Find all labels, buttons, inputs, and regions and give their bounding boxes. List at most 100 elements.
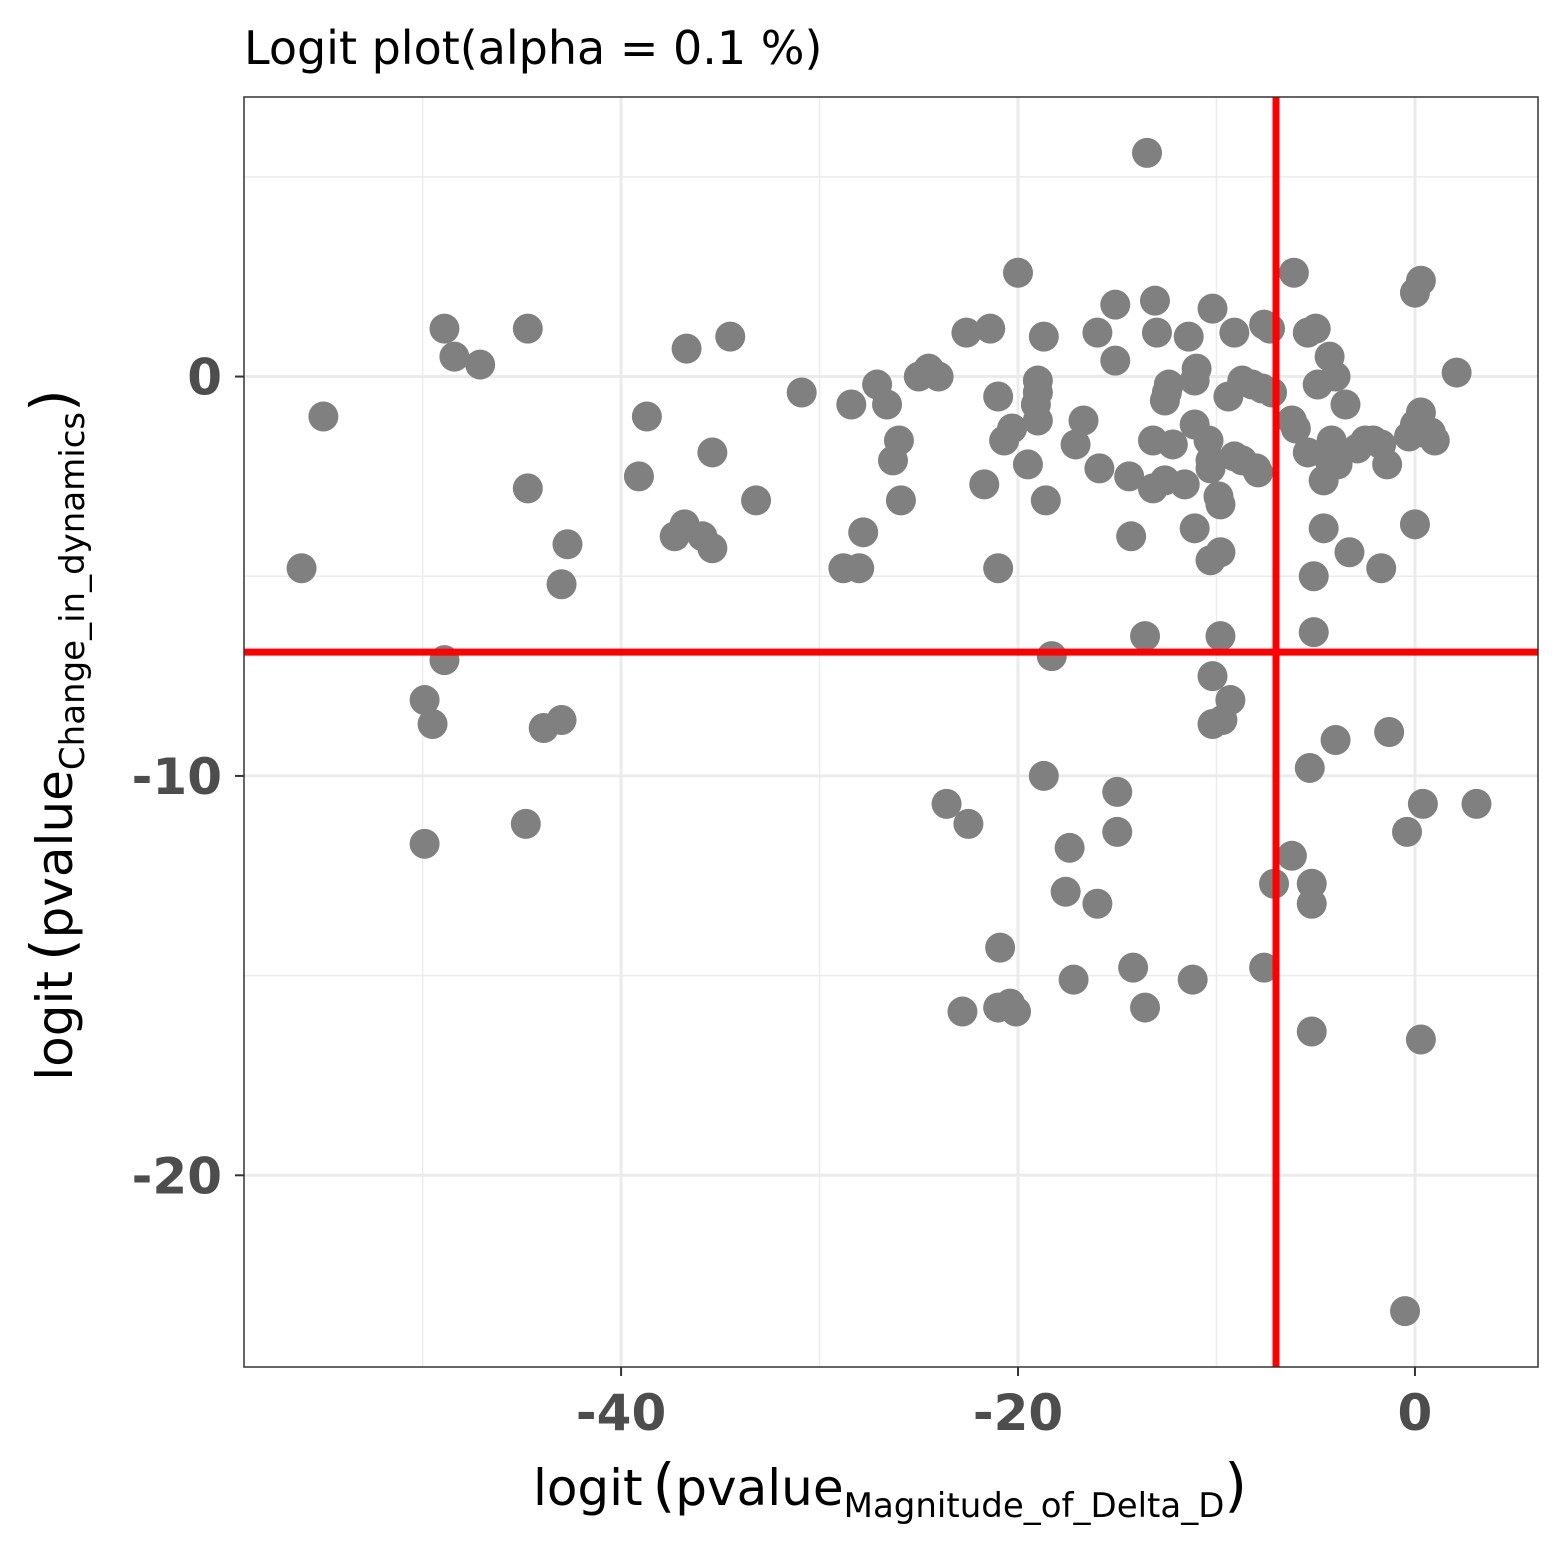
data-point: [409, 828, 440, 859]
data-point: [872, 389, 903, 420]
x-axis-label-subscript: Magnitude_of_Delta_D: [844, 1486, 1225, 1526]
data-point: [1082, 888, 1113, 919]
data-point: [1022, 405, 1053, 436]
data-point: [1058, 964, 1089, 995]
data-point: [1366, 553, 1397, 584]
data-point: [1068, 405, 1099, 436]
y-tick-label: 0: [187, 349, 222, 407]
data-point: [1213, 381, 1244, 412]
data-point: [1461, 788, 1492, 819]
data-point: [1399, 509, 1430, 540]
data-point: [1441, 357, 1472, 388]
data-point: [1084, 453, 1115, 484]
y-axis-label-close-paren: ): [18, 389, 86, 412]
chart-title: Logit plot(alpha = 0.1 %): [244, 21, 822, 75]
data-point: [1197, 709, 1228, 740]
y-tick-label: -10: [132, 748, 222, 806]
data-point: [409, 685, 440, 716]
data-point: [1296, 1016, 1327, 1047]
data-point: [1308, 513, 1339, 544]
y-axis-label-open-paren: (: [18, 938, 86, 961]
x-tick-label: 0: [1398, 1384, 1433, 1442]
data-point: [1157, 429, 1188, 460]
data-point: [1054, 832, 1085, 863]
data-point: [969, 469, 1000, 500]
y-axis-label-main: pvalue: [26, 770, 84, 938]
x-tick-label: -40: [576, 1384, 666, 1442]
y-tick-label: -20: [132, 1147, 222, 1205]
data-point: [947, 996, 978, 1027]
data-point: [1028, 321, 1059, 352]
data-point: [1100, 289, 1131, 320]
data-point: [1320, 724, 1351, 755]
data-point: [1118, 952, 1149, 983]
data-point: [715, 321, 746, 352]
data-point: [1130, 992, 1161, 1023]
data-point: [1030, 485, 1061, 516]
data-point: [1330, 389, 1361, 420]
plot-panel-border: [243, 96, 1539, 1368]
threshold-lines: [244, 97, 1538, 1367]
x-axis-label: logit (pvalueMagnitude_of_Delta_D): [533, 1451, 1247, 1526]
data-point: [417, 709, 448, 740]
data-point: [465, 349, 496, 380]
y-axis-ticks: -20 -10 0: [132, 349, 244, 1205]
data-point: [1372, 449, 1403, 480]
data-point: [1205, 621, 1236, 652]
data-point: [1390, 1296, 1421, 1327]
x-axis-label-close-paren: ): [1224, 1451, 1247, 1519]
data-point: [1173, 321, 1204, 352]
data-point: [836, 389, 867, 420]
data-point: [1294, 752, 1325, 783]
data-point: [1393, 421, 1424, 452]
data-point: [1399, 277, 1430, 308]
data-point: [1197, 293, 1228, 324]
data-point: [983, 553, 1014, 584]
data-point: [1296, 888, 1327, 919]
data-point: [1405, 1024, 1436, 1055]
data-point: [1197, 661, 1228, 692]
data-point: [1116, 521, 1147, 552]
data-point: [975, 313, 1006, 344]
data-point: [1139, 285, 1170, 316]
data-point: [552, 529, 583, 560]
data-point: [1392, 816, 1423, 847]
data-point: [1255, 313, 1286, 344]
data-point: [1195, 453, 1226, 484]
data-point: [1141, 317, 1172, 348]
data-point: [741, 485, 772, 516]
data-point: [1130, 621, 1161, 652]
data-point: [1276, 840, 1307, 871]
data-point: [1100, 345, 1131, 376]
data-point: [512, 473, 543, 504]
data-point: [512, 313, 543, 344]
x-axis-ticks: -40 -20 0: [576, 1367, 1432, 1442]
data-point: [1114, 461, 1145, 492]
data-point: [1334, 537, 1365, 568]
data-point: [1012, 449, 1043, 480]
data-point: [546, 705, 577, 736]
data-point: [953, 808, 984, 839]
data-point: [1302, 369, 1333, 400]
data-point: [1102, 816, 1133, 847]
data-point: [885, 485, 916, 516]
data-point: [1374, 717, 1405, 747]
data-point: [1278, 257, 1309, 288]
data-point: [1050, 876, 1081, 907]
y-axis-label-subscript: Change_in_dynamics: [53, 412, 93, 770]
data-point: [983, 381, 1014, 412]
y-axis-label-prefix: logit: [26, 971, 84, 1081]
data-point: [1249, 952, 1280, 983]
x-axis-label-main: pvalue: [675, 1459, 843, 1517]
data-point: [1298, 617, 1329, 648]
data-point: [1407, 788, 1438, 819]
data-point: [1001, 996, 1032, 1027]
data-point: [697, 437, 728, 468]
data-point: [923, 361, 954, 392]
data-point: [1169, 469, 1200, 500]
data-point: [828, 553, 859, 584]
data-point: [1292, 317, 1323, 348]
data-point: [697, 533, 728, 564]
data-point: [1060, 429, 1091, 460]
x-axis-label-prefix: logit: [533, 1459, 643, 1517]
